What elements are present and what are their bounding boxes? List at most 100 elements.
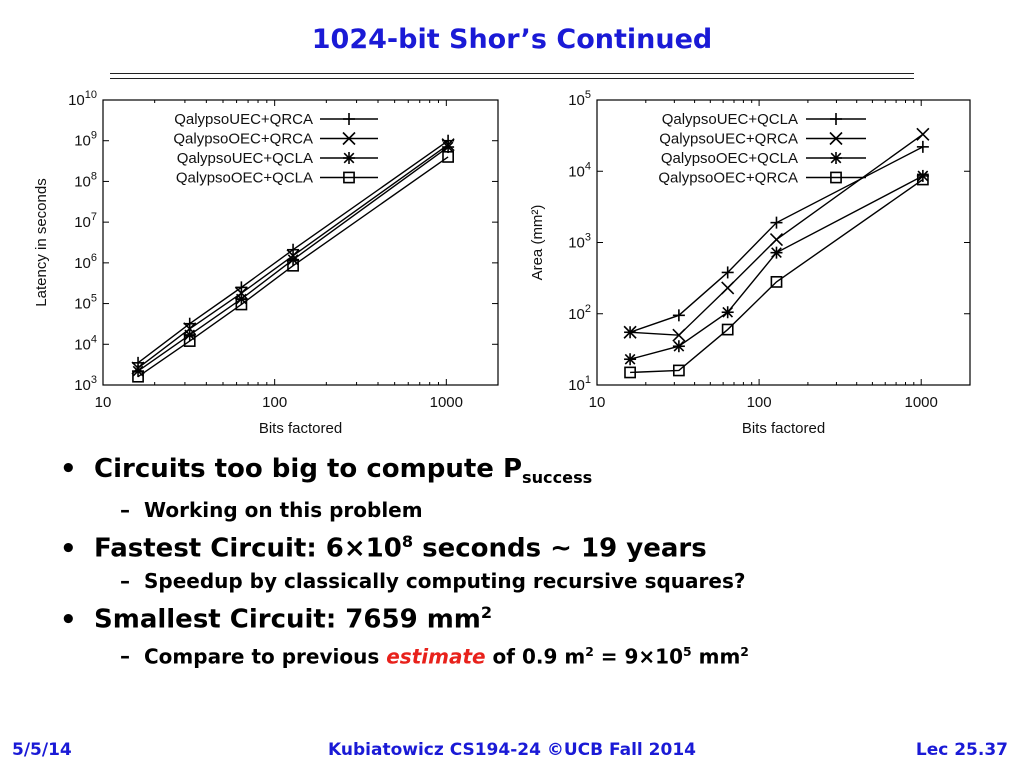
y-tick-base: 10 [568,163,585,180]
data-point-s3-p3 [770,275,783,288]
data-point-s2-p1 [672,340,685,353]
data-point-s2-p1 [183,328,196,341]
legend-marker [829,131,843,146]
legend-marker [830,171,842,184]
data-point-s2-p3-d2 [771,247,782,259]
data-point-s1-p3-d2 [769,232,784,247]
y-tick-base: 10 [74,133,91,150]
y-tick-exponent: 3 [91,374,97,386]
legend-marker-d2 [830,152,842,164]
y-tick-label: 104 [74,333,97,353]
y-tick-exponent: 1 [585,374,591,386]
legend-marker [830,152,842,164]
y-tick-base: 10 [568,235,585,252]
plot-frame [102,99,499,386]
legend-marker-square [830,171,842,184]
legend-marker [343,113,355,125]
legend-label: QalypsoUEC+QRCA [174,111,313,128]
y-tick-exponent: 5 [91,293,97,305]
y-tick-base: 10 [74,214,91,231]
y-tick-label: 104 [568,160,591,180]
data-point-s1-p0 [623,325,637,339]
y-tick-label: 101 [568,374,591,394]
y-tick-label: 107 [74,211,97,231]
data-point-s1-p1 [672,328,686,342]
y-tick-exponent: 5 [585,89,591,101]
sub-bullet-item: – Working on this problem [120,498,423,523]
data-point-s0-p1 [672,309,685,322]
legend-label: QalypsoOEC+QCLA [661,150,798,167]
data-point-s3-p4-square [442,151,454,163]
y-tick-base: 10 [74,173,91,190]
y-tick-base: 10 [74,255,91,272]
data-point-s2-p4-d2 [442,141,454,153]
data-point-s1-p2-d2 [721,281,735,295]
data-point-s1-p4-d2 [916,127,930,141]
legend-label: QalypsoOEC+QRCA [173,131,313,148]
y-tick-exponent: 9 [91,130,97,142]
x-tick-label: 1000 [905,394,938,411]
x-tick-label: 100 [262,394,287,411]
bullet-list: • Circuits too big to compute Psuccess – W… [60,452,1000,671]
data-point-s2-p3 [770,246,783,259]
series-line-2 [629,175,924,360]
bullet-item: • Circuits too big to compute Psuccess [60,454,593,488]
x-axis-label: Bits factored [259,420,342,437]
data-point-s0-p3 [770,216,783,229]
y-tick-label: 102 [568,303,591,323]
y-tick-exponent: 4 [91,333,97,345]
legend-label: QalypsoUEC+QCLA [662,111,798,128]
y-tick-base: 10 [568,92,585,109]
data-point-s3-p1 [672,364,685,377]
data-point-s1-p1-d2 [183,322,197,336]
x-tick-label: 1000 [430,394,463,411]
y-tick-exponent: 3 [585,232,591,244]
x-tick-label: 10 [589,394,606,411]
y-tick-label: 109 [74,130,97,150]
title-rule-bottom [110,78,914,79]
data-point-s2-p2-d2 [722,306,734,318]
data-point-s2-p3-d2 [287,254,299,265]
footer-lecture: Lec 25.37 [915,740,1008,760]
data-point-s2-p4-d2 [917,170,929,182]
data-point-s3-p2-square [235,298,248,311]
data-point-s2-p3 [287,253,300,266]
y-axis-label: Area (mm²) [529,205,546,281]
x-tick-label: 10 [95,394,112,411]
data-point-s1-p4 [916,127,930,141]
x-axis-label: Bits factored [742,420,825,437]
legend-marker [830,113,842,125]
series-line-3 [137,156,449,378]
legend-marker-d2 [342,131,356,146]
legend-label: QalypsoUEC+QRCA [659,131,798,148]
bullet-item: • Smallest Circuit: 7659 mm2 [60,602,493,635]
sub-bullet-item: – Compare to previous estimate of 0.9 m2 … [120,643,749,669]
y-tick-label: 105 [568,89,591,109]
sub-bullet-item: – Speedup by classically computing recurs… [120,568,746,593]
data-point-s3-p2 [235,298,248,311]
data-point-s2-p0-d2 [624,353,636,365]
legend-label: QalypsoUEC+QCLA [177,150,313,167]
data-point-s3-p2 [721,323,734,336]
legend-marker [342,131,356,146]
data-point-s0-p2 [235,281,248,294]
legend-marker [343,152,355,164]
data-point-s1-p0-d2 [623,325,637,339]
data-point-s2-p1-d2 [673,340,685,352]
legend-label: QalypsoOEC+QRCA [658,170,798,187]
bullet-item: • Fastest Circuit: 6×108 seconds ~ 19 yea… [60,532,707,564]
data-point-s0-p4 [916,140,929,153]
footer-course: Kubiatowicz CS194-24 ©UCB Fall 2014 [328,740,696,760]
y-tick-label: 108 [74,170,97,190]
data-point-s3-p4-square [916,173,929,186]
data-point-s3-p0 [624,366,636,379]
data-point-s3-p4 [916,173,929,186]
y-tick-label: 105 [74,293,97,313]
data-point-s3-p3-square [287,259,299,272]
data-point-s1-p3 [769,232,784,247]
series-line-3 [630,178,924,374]
data-point-s3-p0-square [624,366,636,379]
legend-label: QalypsoOEC+QCLA [176,170,313,187]
